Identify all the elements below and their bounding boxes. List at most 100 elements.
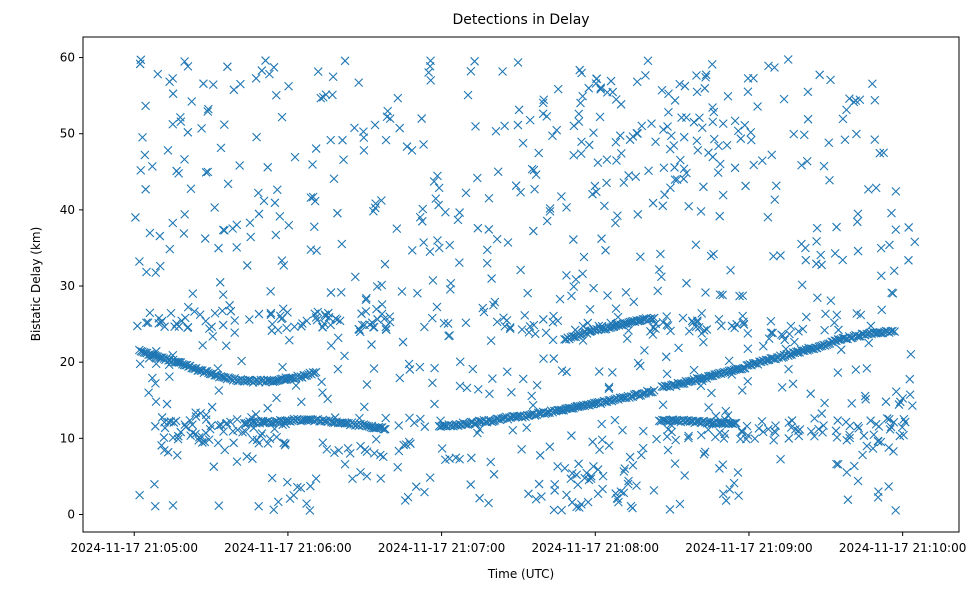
noise-marker <box>168 350 178 360</box>
noise-marker <box>853 476 863 486</box>
noise-marker <box>340 459 350 469</box>
noise-marker <box>511 181 521 191</box>
noise-marker <box>552 125 562 135</box>
noise-marker <box>820 398 829 408</box>
noise-marker <box>524 327 534 337</box>
noise-marker <box>889 417 899 427</box>
noise-marker <box>625 452 635 462</box>
cluster-marker <box>206 421 216 431</box>
cluster-marker <box>214 421 224 430</box>
noise-marker <box>223 62 232 72</box>
noise-marker <box>588 189 597 199</box>
noise-marker <box>328 72 338 82</box>
noise-marker <box>292 482 302 492</box>
noise-marker <box>237 356 246 366</box>
noise-marker <box>316 93 326 103</box>
noise-marker <box>266 286 276 296</box>
noise-marker <box>223 179 233 189</box>
noise-marker <box>207 402 217 412</box>
noise-marker <box>339 155 348 165</box>
cluster-marker <box>704 148 713 158</box>
x-tick-label: 2024-11-17 21:06:00 <box>224 541 351 555</box>
noise-marker <box>776 454 785 464</box>
noise-marker <box>832 459 841 469</box>
cluster-marker <box>145 308 155 318</box>
noise-marker <box>604 384 614 394</box>
noise-marker <box>662 320 672 330</box>
noise-marker <box>201 167 211 177</box>
noise-marker <box>502 367 512 377</box>
noise-marker <box>669 141 679 150</box>
noise-marker <box>308 192 318 202</box>
noise-marker <box>141 101 150 111</box>
track-marker <box>308 368 318 377</box>
noise-marker <box>534 479 544 489</box>
noise-marker <box>722 140 732 150</box>
noise-marker <box>613 211 622 220</box>
cluster-marker <box>500 321 510 331</box>
cluster-marker <box>626 501 636 511</box>
track-marker <box>761 355 771 365</box>
noise-marker <box>252 132 261 142</box>
noise-marker <box>220 445 230 455</box>
noise-marker <box>779 350 789 360</box>
noise-marker <box>532 380 542 390</box>
cluster-marker <box>367 318 377 328</box>
cluster-marker <box>693 145 703 155</box>
noise-marker <box>461 188 471 198</box>
cluster-marker <box>715 159 725 169</box>
cluster-marker <box>899 414 909 424</box>
noise-marker <box>764 61 773 71</box>
noise-marker <box>437 444 447 453</box>
noise-marker <box>348 474 357 484</box>
noise-marker <box>172 166 181 176</box>
noise-marker <box>357 309 366 319</box>
cluster-marker <box>859 431 869 441</box>
noise-marker <box>621 287 631 297</box>
cluster-marker <box>613 494 623 504</box>
noise-marker <box>429 177 439 186</box>
noise-marker <box>602 178 611 188</box>
noise-marker <box>610 415 620 425</box>
noise-marker <box>666 183 675 193</box>
cluster-marker <box>680 81 690 91</box>
cluster-marker <box>768 328 777 338</box>
noise-marker <box>356 467 365 477</box>
noise-marker <box>168 500 178 510</box>
noise-marker <box>764 334 774 344</box>
noise-marker <box>306 245 316 255</box>
noise-marker <box>889 446 898 456</box>
track-marker <box>728 419 738 429</box>
noise-marker <box>350 272 360 282</box>
noise-marker <box>266 310 276 320</box>
track-marker <box>822 340 832 350</box>
cluster-marker <box>632 481 641 491</box>
noise-marker <box>699 449 709 459</box>
y-tick-label: 30 <box>60 279 75 293</box>
noise-marker <box>135 359 145 369</box>
noise-marker <box>649 485 659 495</box>
noise-marker <box>545 442 555 452</box>
noise-marker <box>723 91 733 101</box>
cluster-marker <box>241 427 250 437</box>
noise-marker <box>242 261 252 270</box>
noise-marker <box>742 421 752 431</box>
noise-marker <box>434 243 444 253</box>
noise-marker <box>633 210 643 219</box>
cluster-marker <box>606 76 616 86</box>
noise-marker <box>830 249 840 258</box>
noise-marker <box>806 426 816 436</box>
cluster-marker <box>505 324 515 334</box>
noise-marker <box>179 229 189 238</box>
noise-marker <box>219 120 229 130</box>
noise-marker <box>355 327 365 337</box>
cluster-marker <box>373 314 382 324</box>
noise-marker <box>151 397 161 406</box>
cluster-marker <box>166 308 176 318</box>
noise-marker <box>433 171 442 181</box>
cluster-marker <box>573 480 583 490</box>
cluster-marker <box>377 309 387 319</box>
noise-marker <box>826 75 835 85</box>
cluster-marker <box>190 307 199 316</box>
